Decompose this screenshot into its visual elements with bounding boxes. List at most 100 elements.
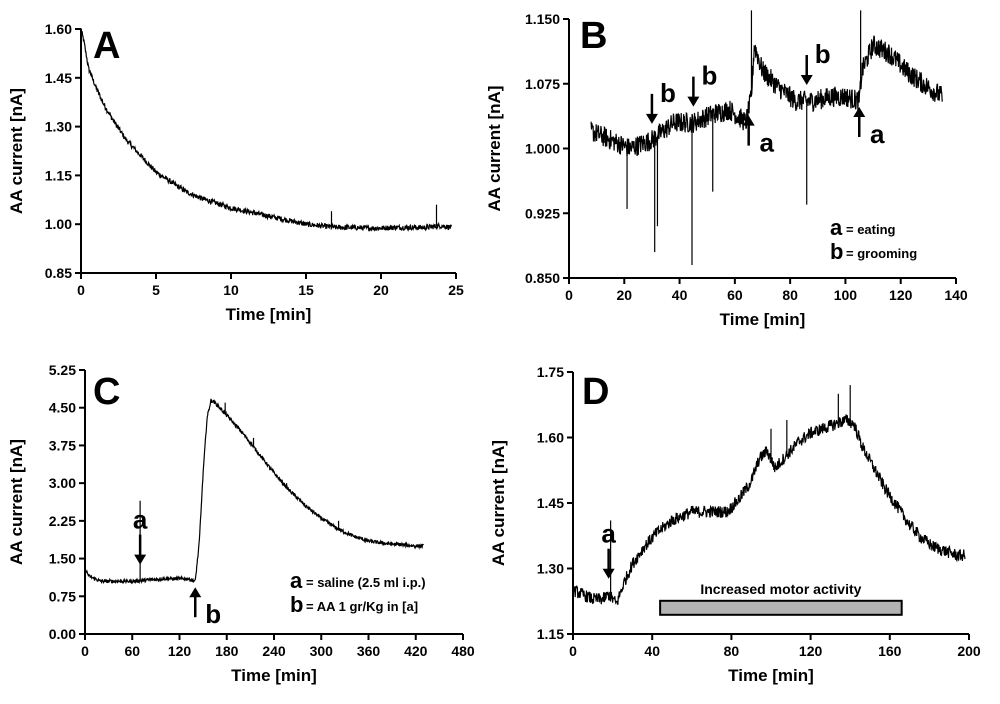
x-tick-label: 80 xyxy=(782,287,798,303)
x-tick-label: 60 xyxy=(124,643,140,659)
panel-d: 0 40 80 120 160 200 1.15 1.30 1.45 1.60 1.75 Time [… xyxy=(489,364,981,685)
legend-text: = grooming xyxy=(846,246,917,261)
event-marker: b xyxy=(645,78,676,124)
panel-letter: A xyxy=(93,25,120,67)
panel-b: 0 20 40 60 80 100 120 140 0.850 0.925 1.000 1.075 1.… xyxy=(485,10,968,329)
series-line xyxy=(84,398,424,585)
event-marker: a xyxy=(742,115,774,158)
x-tick-label: 40 xyxy=(644,643,660,659)
x-tick-label: 420 xyxy=(404,643,428,659)
x-tick-label: 120 xyxy=(799,643,823,659)
legend-key: b xyxy=(290,592,303,617)
y-axis-label: AA current [nA] xyxy=(7,439,26,565)
event-marker: b xyxy=(800,39,831,86)
event-label: b xyxy=(205,599,221,629)
y-tick-label: 5.25 xyxy=(49,362,76,378)
legend-key: a xyxy=(830,215,843,240)
y-tick-label: 1.75 xyxy=(537,364,564,380)
event-marker: a xyxy=(601,519,616,579)
legend-text: = eating xyxy=(846,222,896,237)
y-axis-label: AA current [nA] xyxy=(489,440,508,566)
y-tick-label: 1.075 xyxy=(525,76,560,92)
x-axis-label: Time [min] xyxy=(728,666,814,685)
y-tick-label: 0.850 xyxy=(525,270,560,286)
legend-text: = saline (2.5 ml i.p.) xyxy=(306,575,426,590)
down-arrow-icon xyxy=(800,75,813,86)
y-tick-label: 1.50 xyxy=(49,551,76,567)
activity-bar-label: Increased motor activity xyxy=(700,581,861,597)
y-tick-label: 1.45 xyxy=(537,495,564,511)
up-arrow-icon xyxy=(742,115,755,126)
y-tick-label: 2.25 xyxy=(49,513,76,529)
down-arrow-icon xyxy=(134,554,147,565)
x-tick-label: 0 xyxy=(565,287,573,303)
x-tick-label: 160 xyxy=(878,643,902,659)
event-marker: a xyxy=(133,505,148,565)
x-tick-label: 0 xyxy=(569,643,577,659)
x-axis-label: Time [min] xyxy=(226,305,312,324)
y-tick-label: 3.00 xyxy=(49,475,76,491)
x-axis-label: Time [min] xyxy=(720,310,806,329)
series-line xyxy=(80,28,453,232)
series-line xyxy=(590,35,943,157)
y-tick-label: 0.85 xyxy=(45,265,72,281)
event-label: a xyxy=(133,505,148,535)
x-tick-label: 300 xyxy=(310,643,334,659)
legend-key: a xyxy=(290,568,303,593)
event-label: a xyxy=(601,519,616,549)
y-tick-label: 1.30 xyxy=(45,119,72,135)
x-tick-label: 480 xyxy=(451,643,475,659)
y-tick-label: 1.30 xyxy=(537,561,564,577)
y-axis-label: AA current [nA] xyxy=(485,86,504,212)
y-tick-label: 1.60 xyxy=(45,21,72,37)
panel-letter: B xyxy=(580,15,607,57)
y-tick-label: 1.000 xyxy=(525,141,560,157)
x-tick-label: 60 xyxy=(727,287,743,303)
event-label: b xyxy=(815,39,831,69)
y-tick-label: 4.50 xyxy=(49,400,76,416)
x-tick-label: 20 xyxy=(616,287,632,303)
y-tick-label: 0.75 xyxy=(49,588,76,604)
x-axis-label: Time [min] xyxy=(231,666,317,685)
series-line xyxy=(572,414,966,605)
down-arrow-icon xyxy=(687,96,700,107)
x-tick-label: 10 xyxy=(223,282,239,298)
x-tick-label: 200 xyxy=(957,643,981,659)
y-tick-label: 3.75 xyxy=(49,437,76,453)
event-label: a xyxy=(870,119,885,149)
event-label: b xyxy=(660,78,676,108)
up-arrow-icon xyxy=(189,587,202,598)
x-tick-label: 120 xyxy=(168,643,192,659)
y-tick-label: 1.00 xyxy=(45,216,72,232)
panel-letter: D xyxy=(582,371,609,413)
x-tick-label: 100 xyxy=(834,287,858,303)
legend-text: = AA 1 gr/Kg in [a] xyxy=(306,599,418,614)
y-axis-label: AA current [nA] xyxy=(7,88,26,214)
x-tick-label: 120 xyxy=(889,287,913,303)
y-tick-label: 0.00 xyxy=(49,626,76,642)
y-tick-label: 1.150 xyxy=(525,11,560,27)
down-arrow-icon xyxy=(645,113,658,124)
x-tick-label: 15 xyxy=(298,282,314,298)
x-tick-label: 360 xyxy=(357,643,381,659)
event-marker: b xyxy=(189,587,221,629)
y-tick-label: 0.925 xyxy=(525,205,560,221)
event-marker: a xyxy=(853,107,885,149)
legend-key: b xyxy=(830,239,843,264)
y-tick-label: 1.15 xyxy=(45,167,72,183)
event-label: a xyxy=(759,128,774,158)
x-tick-label: 240 xyxy=(262,643,286,659)
event-label: b xyxy=(701,61,717,91)
x-tick-label: 0 xyxy=(81,643,89,659)
panel-letter: C xyxy=(93,371,120,413)
y-tick-label: 1.60 xyxy=(537,430,564,446)
x-tick-label: 5 xyxy=(152,282,160,298)
x-tick-label: 40 xyxy=(672,287,688,303)
y-tick-label: 1.15 xyxy=(537,626,564,642)
panel-a: 0 5 10 15 20 25 0.85 1.00 1.15 1.30 1.45 1.60 Time [… xyxy=(7,21,464,324)
x-tick-label: 25 xyxy=(448,282,464,298)
y-tick-label: 1.45 xyxy=(45,70,72,86)
down-arrow-icon xyxy=(602,568,615,579)
x-tick-label: 0 xyxy=(77,282,85,298)
